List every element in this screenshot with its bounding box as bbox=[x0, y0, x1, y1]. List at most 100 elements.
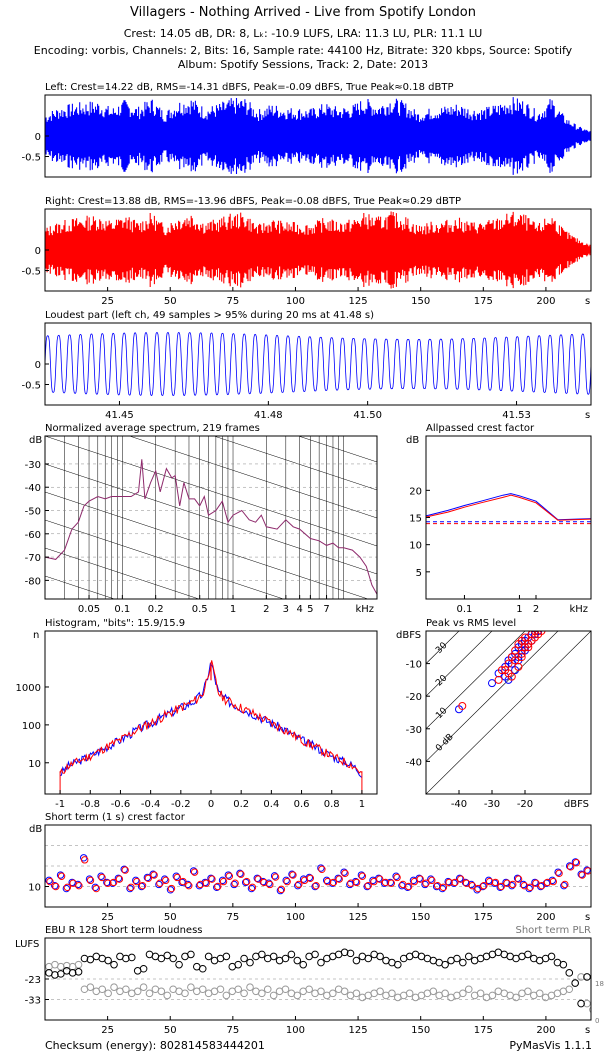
right-point bbox=[393, 873, 401, 882]
ytick-label: 15 bbox=[409, 514, 422, 525]
right-point bbox=[179, 877, 187, 886]
plr-point bbox=[122, 985, 130, 994]
xtick-label: 0.1 bbox=[456, 604, 472, 615]
loudness-point bbox=[104, 956, 112, 965]
left-point bbox=[126, 884, 134, 893]
plr-point bbox=[234, 985, 242, 994]
xtick-label: 75 bbox=[226, 296, 239, 307]
panel-title: Left: Crest=14.22 dB, RMS=-14.31 dBFS, P… bbox=[45, 82, 453, 93]
plr-point bbox=[246, 983, 254, 992]
loudness-point bbox=[222, 952, 231, 961]
left-point bbox=[85, 875, 94, 883]
plr-point bbox=[222, 991, 231, 1000]
left-point bbox=[149, 870, 157, 878]
loudness-point bbox=[299, 960, 308, 969]
ytick-label: -0.5 bbox=[21, 153, 41, 164]
ytick-label: 0 bbox=[35, 246, 41, 257]
plr-point bbox=[441, 989, 449, 998]
xtick-label: 50 bbox=[164, 912, 177, 923]
xtick-label: 0.6 bbox=[294, 799, 310, 810]
plot-frame bbox=[425, 435, 592, 600]
xtick-label: 25 bbox=[101, 296, 114, 307]
left-point bbox=[351, 877, 360, 886]
right-point bbox=[57, 872, 66, 880]
right-point bbox=[555, 869, 563, 878]
right-point bbox=[491, 878, 500, 887]
checksum-label: Checksum (energy): 802814583444201 bbox=[45, 1039, 265, 1052]
x-unit-label: s bbox=[585, 912, 590, 923]
right-point bbox=[572, 859, 581, 867]
y-unit-label: dBFS bbox=[396, 630, 421, 641]
right-point bbox=[190, 868, 199, 876]
ytick-label: -80 bbox=[25, 576, 41, 587]
loudness-point bbox=[441, 960, 449, 969]
slope-gridline bbox=[45, 575, 116, 599]
plr-point bbox=[57, 962, 65, 971]
plr-point bbox=[110, 983, 118, 992]
left-point bbox=[247, 884, 256, 893]
loudness-point bbox=[565, 969, 574, 977]
panel-title: Right: Crest=13.88 dB, RMS=-13.96 dBFS, … bbox=[45, 196, 461, 207]
xtick-label: 100 bbox=[286, 296, 305, 307]
left-point bbox=[195, 881, 204, 890]
plr-point bbox=[583, 999, 591, 1008]
plr-point bbox=[187, 983, 195, 992]
loudness-point bbox=[376, 952, 384, 961]
chart-title: Villagers - Nothing Arrived - Live from … bbox=[130, 5, 476, 20]
left-point bbox=[137, 882, 146, 891]
slope-gridline bbox=[45, 436, 377, 547]
right-point bbox=[497, 666, 506, 675]
left-point bbox=[531, 878, 539, 887]
plr-point bbox=[104, 989, 112, 998]
plr-point bbox=[340, 987, 349, 996]
left-point bbox=[560, 881, 568, 890]
waveform-left bbox=[45, 97, 591, 175]
ytick-label: -33 bbox=[25, 996, 41, 1007]
right-point bbox=[358, 872, 367, 880]
left-point bbox=[421, 880, 429, 889]
left-point bbox=[155, 880, 163, 889]
left-point bbox=[166, 886, 175, 894]
plot-frame bbox=[425, 630, 592, 795]
plot-frame bbox=[44, 630, 378, 795]
right-point bbox=[271, 873, 280, 881]
right-point bbox=[208, 875, 216, 883]
right-point bbox=[144, 874, 153, 882]
xtick-label: 41.53 bbox=[502, 410, 531, 421]
right-point bbox=[150, 871, 158, 879]
plr-point bbox=[198, 985, 207, 994]
plr-point bbox=[163, 991, 172, 1000]
slope-gridline bbox=[45, 463, 377, 575]
x-unit-label: s bbox=[585, 1025, 590, 1036]
loudness-point bbox=[157, 954, 166, 963]
xtick-label: 0.5 bbox=[192, 604, 208, 615]
left-point bbox=[236, 869, 244, 878]
xtick-label: 200 bbox=[536, 1025, 555, 1036]
right-point bbox=[517, 653, 526, 662]
xtick-label: 4 bbox=[296, 604, 302, 615]
left-point bbox=[241, 878, 250, 887]
loudness-point bbox=[204, 952, 213, 961]
plr-point bbox=[405, 989, 414, 998]
plr-point bbox=[459, 989, 467, 998]
right-point bbox=[173, 873, 181, 882]
xtick-label: 0.4 bbox=[263, 799, 279, 810]
loudness-point bbox=[74, 968, 83, 976]
right-point bbox=[86, 876, 95, 885]
right-point bbox=[485, 877, 494, 886]
xtick-label: 25 bbox=[101, 912, 114, 923]
xtick-label: 41.50 bbox=[353, 410, 382, 421]
left-point bbox=[201, 878, 209, 887]
right-point bbox=[202, 879, 210, 887]
right-point bbox=[283, 877, 291, 886]
right-crest-line bbox=[425, 494, 592, 521]
plr-point bbox=[86, 983, 95, 992]
loudness-point bbox=[524, 950, 532, 959]
loudness-point bbox=[317, 958, 325, 967]
ytick-label: 10 bbox=[28, 759, 41, 770]
slope-gridline bbox=[45, 519, 285, 599]
right-axis-label: 18 bbox=[595, 980, 604, 988]
right-point bbox=[138, 881, 147, 890]
plr-point bbox=[577, 973, 585, 981]
